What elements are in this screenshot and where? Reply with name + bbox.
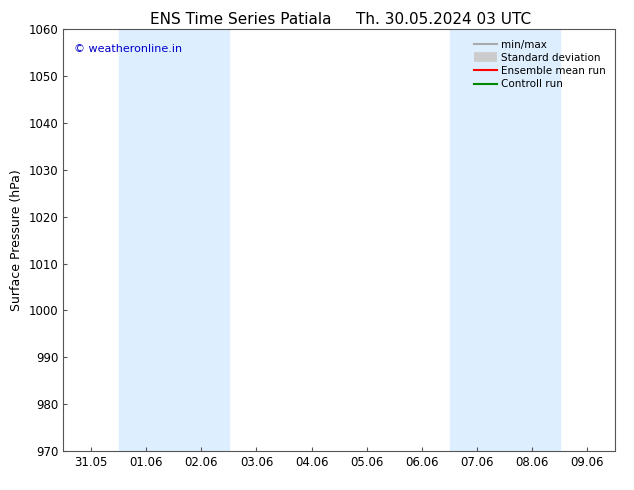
Bar [450,29,560,451]
Y-axis label: Surface Pressure (hPa): Surface Pressure (hPa) [10,169,23,311]
Text: Th. 30.05.2024 03 UTC: Th. 30.05.2024 03 UTC [356,12,531,27]
Text: ENS Time Series Patiala: ENS Time Series Patiala [150,12,332,27]
Bar [119,29,229,451]
Legend: min/max, Standard deviation, Ensemble mean run, Controll run: min/max, Standard deviation, Ensemble me… [470,36,610,94]
Text: © weatheronline.in: © weatheronline.in [74,44,183,54]
